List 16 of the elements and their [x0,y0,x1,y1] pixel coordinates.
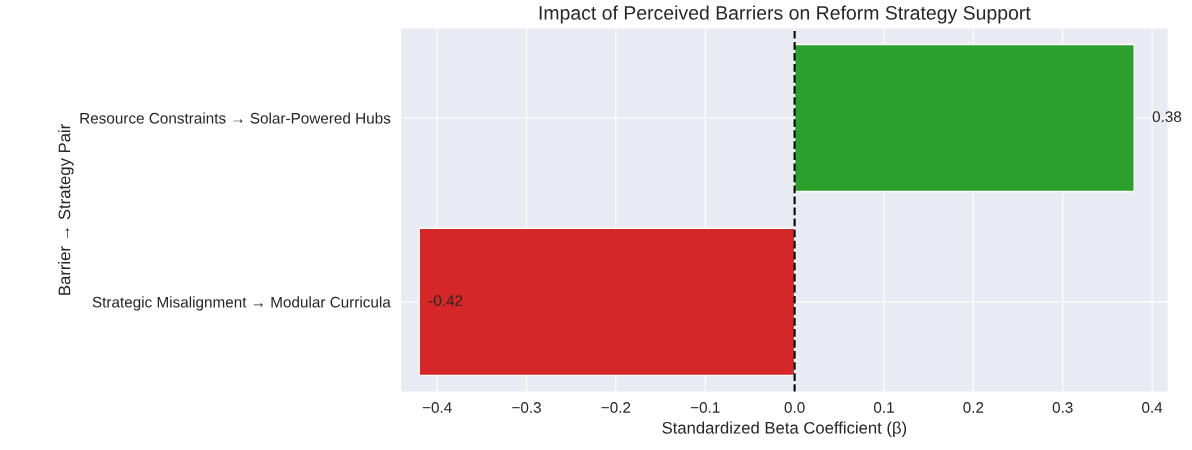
x-tick-label: 0.3 [1052,402,1073,413]
x-tick-label: −0.2 [601,402,631,413]
chart-title: Impact of Perceived Barriers on Reform Strategy Support [539,5,1031,24]
x-tick-label: 0.1 [873,402,894,413]
data-label: -0.42 [428,295,463,306]
x-tick-label: 0.0 [784,402,805,413]
y-axis-title: Barrier → Strategy Pair [58,124,74,295]
data-label: 0.38 [1152,111,1182,123]
y-tick-label: Resource Constraints → Solar-Powered Hubs [80,112,391,124]
x-tick-label: 0.4 [1142,402,1163,413]
x-tick-label: −0.4 [422,402,452,413]
x-tick-label: 0.2 [963,402,984,413]
x-tick-label: −0.3 [512,402,541,413]
y-tick-label: Strategic Misalignment → Modular Curricula [92,296,391,311]
x-axis-title: Standardized Beta Coefficient (β) [662,421,907,438]
x-tick-label: −0.1 [690,402,720,413]
